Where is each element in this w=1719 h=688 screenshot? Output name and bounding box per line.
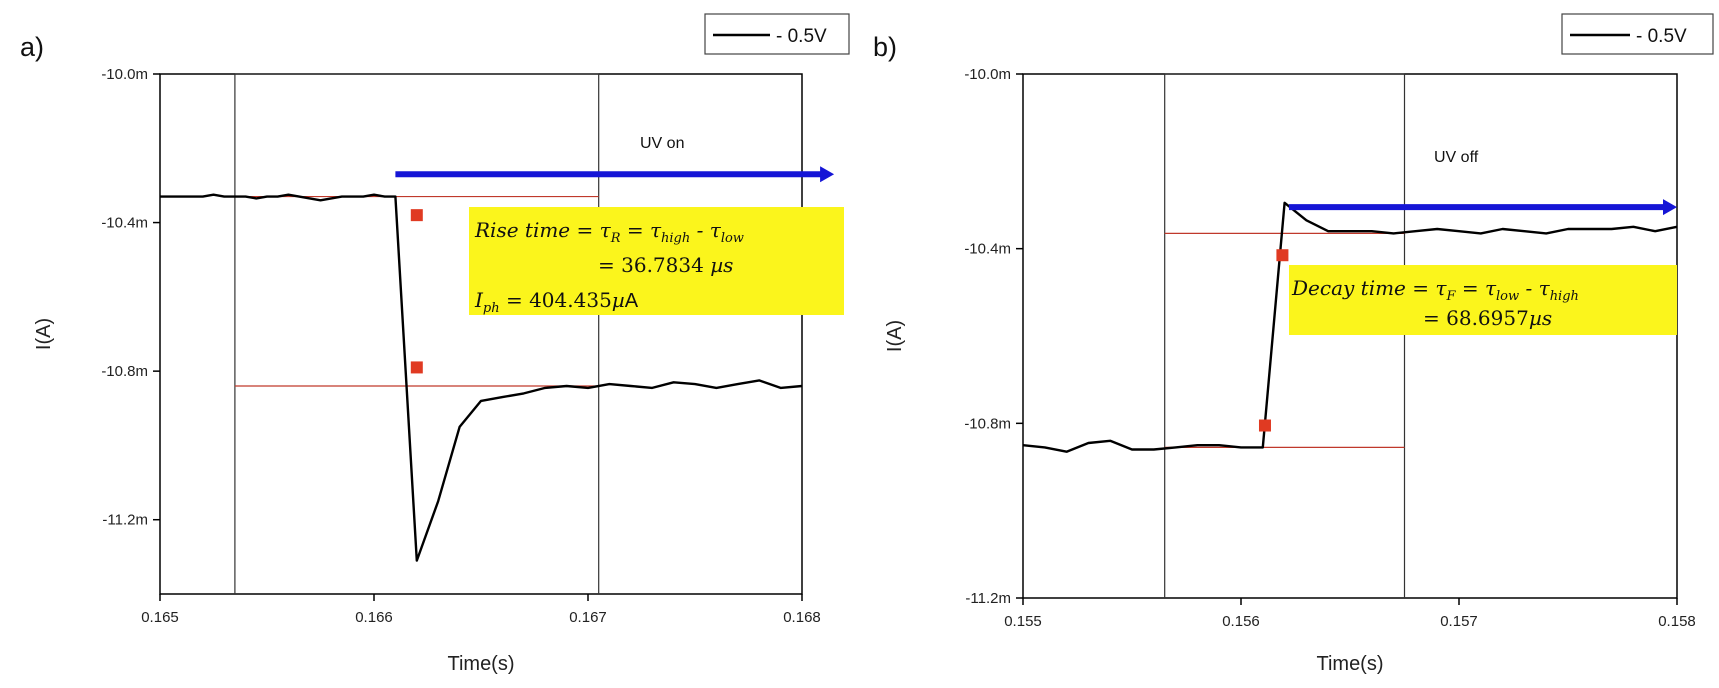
series-b bbox=[1022, 201, 1678, 453]
legend-a: - 0.5V bbox=[704, 13, 850, 55]
y-axis-label-b: I(A) bbox=[884, 320, 906, 352]
y-tick-label: -11.2m bbox=[102, 512, 148, 529]
x-axis-label-a: Time(s) bbox=[447, 653, 514, 675]
x-axis-label-b: Time(s) bbox=[1316, 653, 1383, 675]
plot-frame-a bbox=[159, 73, 803, 595]
legend-label-a: - 0.5V bbox=[776, 26, 827, 47]
y-axis-label-a: I(A) bbox=[33, 318, 55, 350]
x-tick-label: 0.166 bbox=[355, 609, 393, 626]
annotation-b-line2: = 68.6957µs bbox=[1423, 306, 1552, 330]
x-tick-label: 0.158 bbox=[1658, 613, 1696, 630]
y-tick-label: -10.0m bbox=[964, 66, 1011, 83]
annotation-box-b bbox=[1289, 265, 1677, 335]
x-tick-label: 0.155 bbox=[1004, 613, 1042, 630]
markers-a bbox=[410, 209, 423, 374]
x-tick-label: 0.168 bbox=[783, 609, 821, 626]
arrow-head bbox=[1663, 199, 1677, 216]
legend-box-a bbox=[704, 13, 850, 55]
x-tick-label: 0.165 bbox=[141, 609, 179, 626]
series-line bbox=[160, 193, 803, 562]
y-tick-label: -10.0m bbox=[101, 66, 148, 83]
legend-label-b: - 0.5V bbox=[1636, 26, 1687, 47]
x-tick-label: 0.167 bbox=[569, 609, 607, 626]
axis-ticks-a: 0.165 0.166 0.167 0.168 -10.0m -10.4m -10.8m -1… bbox=[101, 66, 820, 626]
y-tick-label: -10.8m bbox=[101, 363, 148, 380]
arrow-head bbox=[820, 166, 835, 183]
annotation-a-line1: Rise time = τR = τhigh - τlow bbox=[474, 218, 744, 246]
annotation-box-a bbox=[469, 207, 844, 315]
data-marker bbox=[1276, 249, 1289, 262]
uv-label-a: UV on bbox=[640, 135, 684, 152]
x-tick-label: 0.156 bbox=[1222, 613, 1260, 630]
vertical-lines-b bbox=[1164, 73, 1406, 598]
vertical-lines-a bbox=[234, 73, 600, 594]
plot-frame-b bbox=[1022, 73, 1678, 599]
annotation-a-line2: = 36.7834 µs bbox=[598, 253, 733, 277]
y-tick-label: -10.4m bbox=[101, 215, 148, 232]
y-tick-label: -10.8m bbox=[964, 415, 1011, 432]
y-tick-label: -11.2m bbox=[965, 590, 1011, 607]
legend-b: - 0.5V bbox=[1561, 13, 1714, 55]
series-line bbox=[1022, 201, 1678, 453]
panel-label-a: a) bbox=[20, 32, 44, 62]
uv-arrow-b bbox=[1288, 199, 1677, 216]
panel-label-b: b) bbox=[873, 32, 897, 62]
chart-panel-a: a) 0.165 0.166 0.167 0.168 -10.0m -10.4m -10.8… bbox=[20, 13, 850, 675]
uv-arrow-a bbox=[395, 166, 835, 183]
annotation-b-line1: Decay time = τF = τlow - τhigh bbox=[1291, 276, 1579, 304]
markers-b bbox=[1258, 249, 1289, 432]
reference-lines-b bbox=[1164, 232, 1405, 448]
data-marker bbox=[410, 209, 423, 222]
data-marker bbox=[410, 361, 423, 374]
x-tick-label: 0.157 bbox=[1440, 613, 1478, 630]
series-a bbox=[160, 193, 803, 562]
y-tick-label: -10.4m bbox=[964, 241, 1011, 258]
uv-label-b: UV off bbox=[1434, 149, 1479, 166]
chart-panel-b: b) 0.155 0.156 0.157 0.158 -10.0m -10.4m -10.8… bbox=[873, 13, 1714, 675]
data-marker bbox=[1258, 419, 1271, 432]
axis-ticks-b: 0.155 0.156 0.157 0.158 -10.0m -10.4m -10.8m -1… bbox=[964, 66, 1695, 630]
annotation-a-line3: Iph = 404.435µA bbox=[474, 288, 639, 316]
